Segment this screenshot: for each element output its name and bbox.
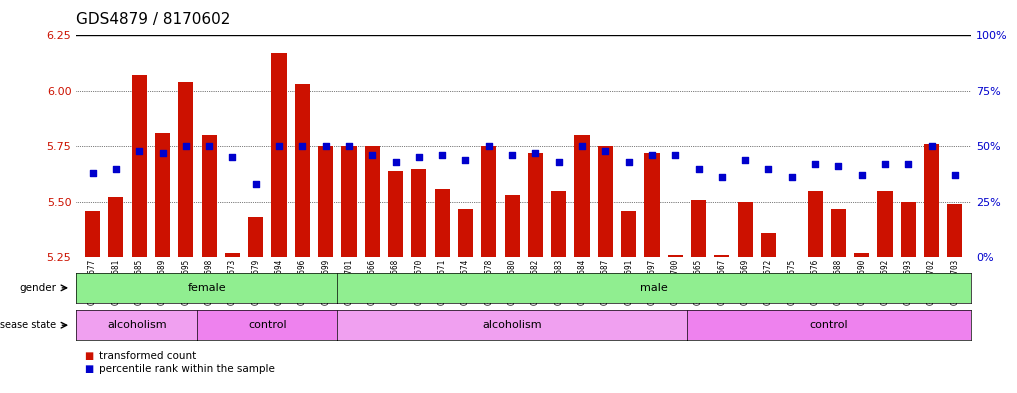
Point: [550, 159, 566, 165]
Bar: [248, 217, 263, 257]
Bar: [504, 195, 520, 257]
Point: [364, 152, 380, 158]
Text: alcoholism: alcoholism: [107, 320, 167, 330]
Bar: [878, 191, 893, 257]
Point: [434, 152, 451, 158]
Point: [247, 181, 263, 187]
Bar: [598, 146, 613, 257]
Bar: [948, 204, 962, 257]
Point: [131, 148, 147, 154]
Bar: [131, 75, 146, 257]
Point: [178, 143, 194, 149]
Point: [667, 152, 683, 158]
Bar: [668, 255, 682, 257]
Point: [923, 143, 940, 149]
Text: female: female: [187, 283, 226, 293]
Text: ■: ■: [84, 351, 94, 362]
Text: transformed count: transformed count: [99, 351, 196, 362]
Point: [527, 150, 543, 156]
Point: [84, 170, 101, 176]
Point: [458, 156, 474, 163]
Bar: [621, 211, 637, 257]
Point: [644, 152, 660, 158]
Bar: [388, 171, 403, 257]
Point: [271, 143, 287, 149]
Point: [877, 161, 893, 167]
Bar: [434, 189, 450, 257]
Point: [225, 154, 241, 161]
Bar: [761, 233, 776, 257]
Text: ■: ■: [84, 364, 94, 375]
Text: disease state: disease state: [0, 320, 57, 330]
Point: [481, 143, 497, 149]
Bar: [225, 253, 240, 257]
Bar: [295, 84, 310, 257]
Text: control: control: [810, 320, 848, 330]
Point: [108, 165, 124, 172]
Point: [947, 172, 963, 178]
Point: [574, 143, 590, 149]
Point: [411, 154, 427, 161]
Bar: [551, 191, 566, 257]
Bar: [528, 153, 543, 257]
Point: [853, 172, 870, 178]
Point: [737, 156, 754, 163]
Text: GDS4879 / 8170602: GDS4879 / 8170602: [76, 12, 231, 27]
Bar: [178, 82, 193, 257]
Point: [341, 143, 357, 149]
Bar: [575, 135, 590, 257]
Point: [317, 143, 334, 149]
Point: [830, 163, 846, 169]
Point: [620, 159, 637, 165]
Point: [504, 152, 521, 158]
Bar: [365, 146, 379, 257]
Point: [806, 161, 823, 167]
Bar: [458, 209, 473, 257]
Text: percentile rank within the sample: percentile rank within the sample: [99, 364, 275, 375]
Bar: [924, 144, 939, 257]
Text: alcoholism: alcoholism: [482, 320, 542, 330]
Point: [597, 148, 613, 154]
Bar: [691, 200, 706, 257]
Bar: [272, 53, 287, 257]
Point: [784, 174, 800, 181]
Point: [387, 159, 404, 165]
Bar: [85, 211, 100, 257]
Point: [201, 143, 218, 149]
Point: [155, 150, 171, 156]
Bar: [201, 135, 217, 257]
Point: [294, 143, 310, 149]
Point: [761, 165, 777, 172]
Bar: [342, 146, 357, 257]
Text: control: control: [248, 320, 287, 330]
Bar: [901, 202, 916, 257]
Bar: [318, 146, 334, 257]
Bar: [155, 133, 170, 257]
Bar: [645, 153, 659, 257]
Point: [714, 174, 730, 181]
Bar: [411, 169, 426, 257]
Bar: [831, 209, 846, 257]
Bar: [481, 146, 496, 257]
Point: [900, 161, 916, 167]
Bar: [737, 202, 753, 257]
Text: gender: gender: [19, 283, 57, 293]
Point: [691, 165, 707, 172]
Bar: [784, 257, 799, 266]
Text: male: male: [641, 283, 668, 293]
Bar: [714, 255, 729, 257]
Bar: [109, 197, 123, 257]
Bar: [854, 253, 870, 257]
Bar: [807, 191, 823, 257]
